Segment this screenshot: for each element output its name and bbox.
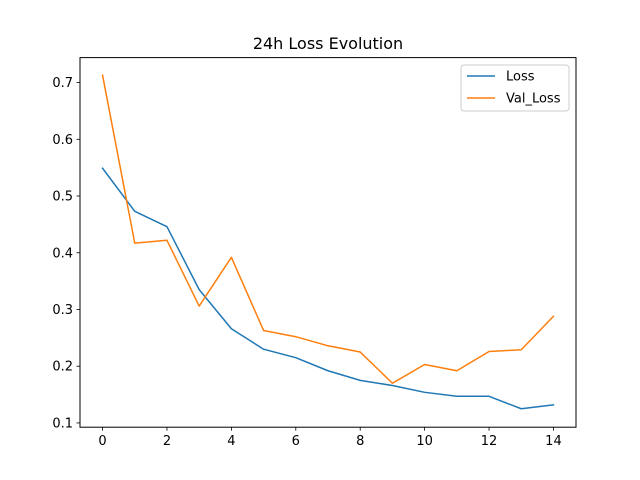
x-tick-label: 12 — [481, 434, 498, 449]
series-line-loss — [101, 167, 555, 410]
x-tick-label: 2 — [163, 434, 171, 449]
x-axis: 0 2 4 6 8 10 12 14 — [98, 427, 562, 449]
y-tick-label: 0.6 — [52, 133, 73, 148]
legend-label-val-loss: Val_Loss — [506, 92, 561, 107]
x-tick-label: 6 — [292, 434, 300, 449]
series-line-val-loss — [101, 74, 555, 384]
legend-label-loss: Loss — [506, 70, 535, 85]
y-tick-label: 0.7 — [52, 76, 73, 91]
x-tick-label: 4 — [227, 434, 235, 449]
x-tick-label: 10 — [416, 434, 433, 449]
y-tick-label: 0.3 — [52, 303, 73, 318]
y-axis: 0.1 0.2 0.3 0.4 0.5 0.6 0.7 — [52, 76, 80, 431]
x-tick-label: 8 — [356, 434, 364, 449]
axes-frame — [79, 57, 577, 428]
legend: Loss Val_Loss — [460, 64, 570, 112]
y-tick-label: 0.1 — [52, 416, 73, 431]
y-tick-label: 0.2 — [52, 360, 73, 375]
plot-area — [79, 57, 577, 428]
chart-title: 24h Loss Evolution — [253, 34, 403, 53]
x-tick-label: 0 — [98, 434, 106, 449]
y-tick-label: 0.5 — [52, 190, 73, 205]
y-tick-label: 0.4 — [52, 246, 73, 261]
x-tick-label: 14 — [545, 434, 562, 449]
